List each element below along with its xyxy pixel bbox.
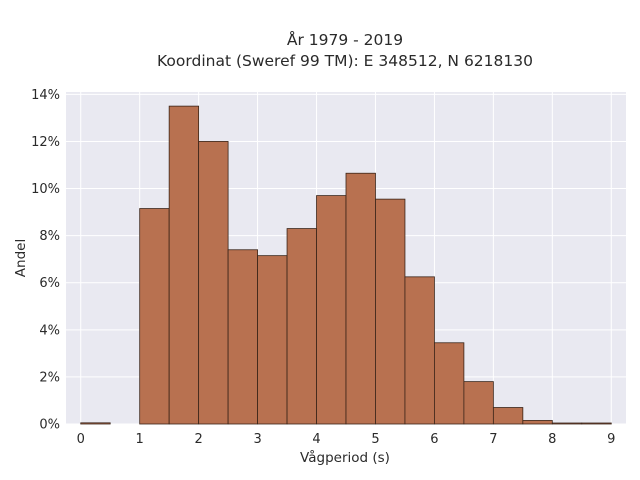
histogram-bar [316, 195, 347, 425]
histogram-bar [404, 276, 435, 425]
x-tick-label: 6 [430, 432, 438, 447]
y-tick-label: 2% [39, 370, 60, 385]
histogram-bar [80, 422, 111, 425]
histogram-bars [80, 105, 612, 425]
y-tick-label: 12% [31, 135, 60, 150]
x-tick-label: 2 [194, 432, 202, 447]
y-tick-label: 0% [39, 418, 60, 433]
x-axis-label: Vågperiod (s) [300, 449, 390, 466]
histogram-bar [168, 105, 200, 425]
x-tick-label: 9 [607, 432, 615, 447]
histogram-bar [522, 420, 553, 425]
x-tick-label: 5 [371, 432, 379, 447]
histogram-bar [551, 422, 583, 425]
y-tick-label: 8% [39, 229, 60, 244]
histogram-bar [375, 198, 406, 425]
histogram-bar [581, 422, 612, 425]
x-axis-ticks: 0 1 2 3 4 5 6 7 8 9 [77, 432, 616, 447]
histogram-bar [492, 407, 524, 425]
chart-subtitle: Koordinat (Sweref 99 TM): E 348512, N 62… [157, 52, 533, 70]
histogram-bar [198, 141, 229, 425]
y-axis-ticks: 0% 2% 4% 6% 8% 10% 12% 14% [31, 88, 60, 433]
x-tick-label: 0 [77, 432, 85, 447]
histogram-bar [139, 208, 170, 425]
histogram-bar [257, 255, 288, 425]
histogram-bar [345, 172, 376, 425]
y-axis-label: Andel [13, 239, 29, 277]
x-tick-label: 4 [312, 432, 320, 447]
histogram-bar [434, 342, 465, 425]
x-tick-label: 8 [548, 432, 556, 447]
y-tick-label: 10% [31, 182, 60, 197]
y-tick-label: 6% [39, 276, 60, 291]
y-tick-label: 14% [31, 88, 60, 103]
x-tick-label: 3 [253, 432, 261, 447]
x-tick-label: 7 [489, 432, 497, 447]
histogram-bar [463, 381, 494, 425]
x-tick-label: 1 [136, 432, 144, 447]
histogram-bar [286, 228, 317, 425]
chart-title: År 1979 - 2019 [287, 30, 403, 49]
y-tick-label: 4% [39, 323, 60, 338]
histogram-bar [227, 249, 258, 425]
